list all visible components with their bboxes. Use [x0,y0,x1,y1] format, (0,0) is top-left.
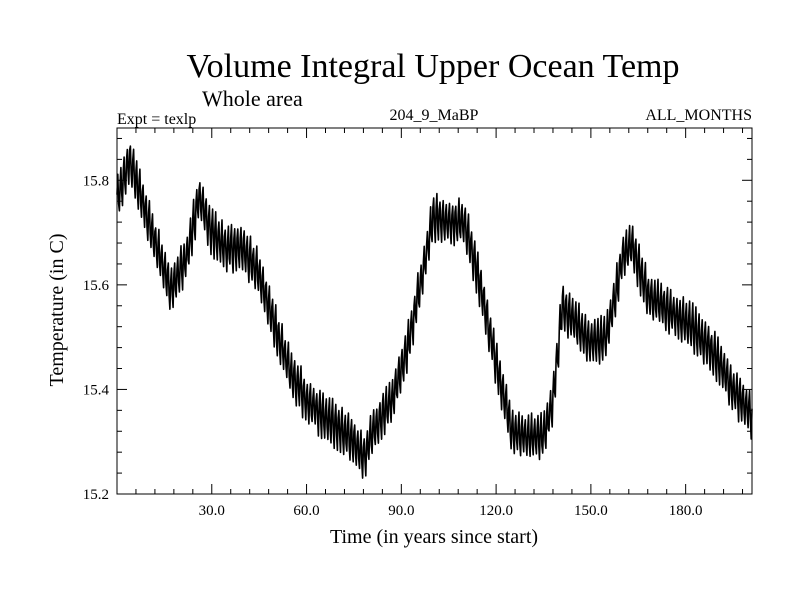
months-label: ALL_MONTHS [645,107,752,124]
y-tick-label: 15.6 [83,278,110,294]
x-tick-label: 150.0 [574,503,608,519]
chart-subtitle: Whole area [202,86,303,111]
chart-title: Volume Integral Upper Ocean Temp [187,48,680,85]
x-tick-label: 120.0 [479,503,513,519]
x-axis-label: Time (in years since start) [330,526,538,548]
x-ticks: 30.0 60.0 90.0 120.0 150.0 180.0 [135,128,744,519]
temperature-series-line [116,145,753,479]
run-label: 204_9_MaBP [390,107,479,124]
experiment-label: Expt = texlp [117,111,196,128]
plot-frame [116,127,753,495]
y-ticks: 15.2 15.4 15.6 15.8 [83,137,752,503]
y-axis-label: Temperature (in C) [46,234,68,387]
x-tick-label: 180.0 [669,503,703,519]
x-tick-label: 90.0 [388,503,414,519]
x-tick-label: 60.0 [293,503,319,519]
y-tick-label: 15.2 [83,487,109,503]
y-tick-label: 15.4 [83,382,110,398]
x-tick-label: 30.0 [199,503,225,519]
y-tick-label: 15.8 [83,173,109,189]
